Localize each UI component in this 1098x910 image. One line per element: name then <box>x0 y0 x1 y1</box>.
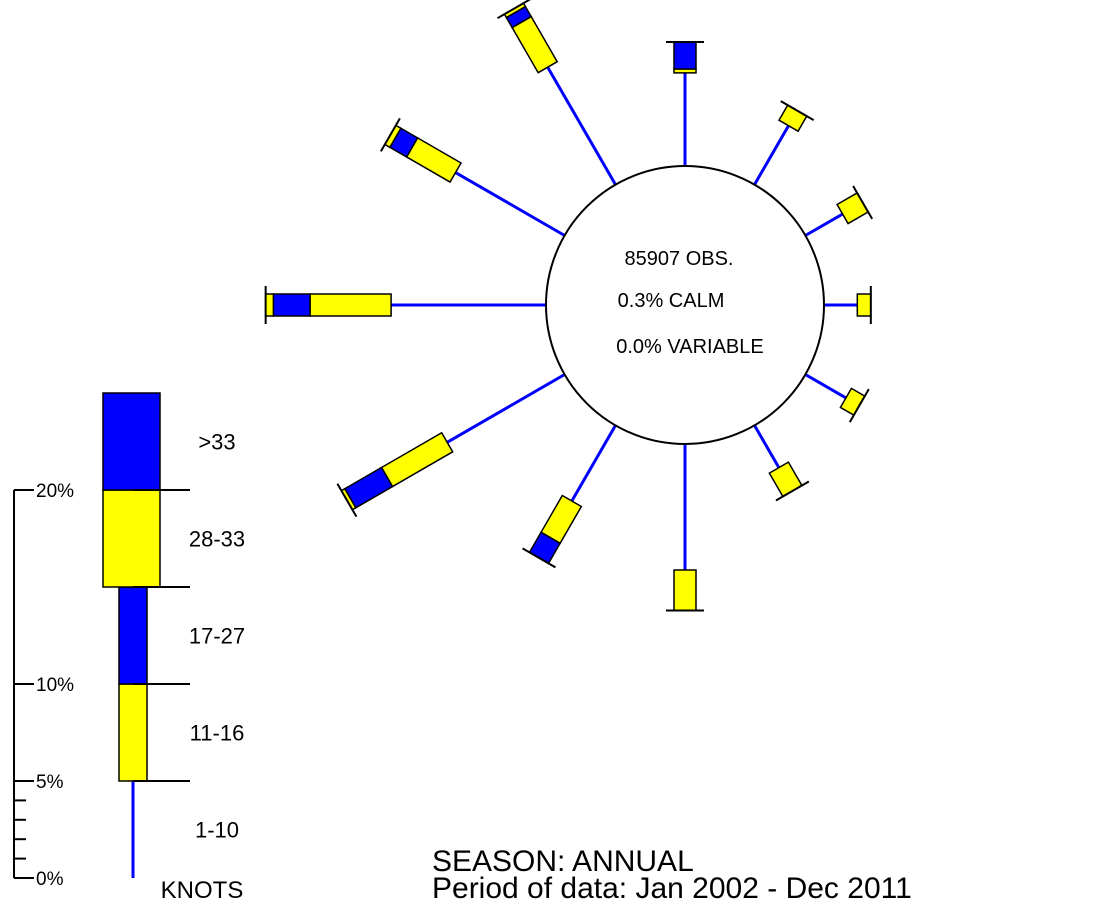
scale-label: 20% <box>36 481 74 502</box>
segment-11-16 <box>856 293 872 317</box>
center-circle <box>545 165 825 445</box>
spoke-line <box>753 124 790 186</box>
direction-180 <box>666 444 704 612</box>
spoke-line <box>454 171 566 237</box>
center-variable: 0.0% VARIABLE <box>616 336 763 358</box>
direction-210 <box>522 424 617 569</box>
scale-label: 5% <box>36 772 64 793</box>
scale-label: 10% <box>36 675 74 696</box>
legend-label->33: >33 <box>198 430 235 455</box>
direction-330 <box>496 0 617 186</box>
spoke-cap <box>496 0 531 20</box>
legend-label-17-27: 17-27 <box>189 624 245 649</box>
direction-60 <box>804 185 874 237</box>
legend-bar-17-27 <box>118 586 148 685</box>
legend-bar->33 <box>102 392 161 491</box>
percent-scale: 0% 5% 10% 20% <box>13 481 74 890</box>
direction-270 <box>264 286 546 324</box>
segment-11-16 <box>836 191 870 225</box>
spoke-line <box>446 373 566 444</box>
spoke-cap <box>848 388 870 423</box>
segment-11-16 <box>309 293 392 317</box>
segment-28-33 <box>264 293 275 317</box>
legend-label-11-16: 11-16 <box>190 721 245 746</box>
direction-90 <box>824 286 872 324</box>
direction-120 <box>804 373 870 423</box>
segment-11-16 <box>380 431 454 488</box>
legend-label-28-33: 28-33 <box>189 527 245 552</box>
segment-11-16 <box>768 461 803 498</box>
direction-spokes <box>264 0 874 612</box>
spoke-cap <box>379 117 401 152</box>
spoke-line <box>804 212 844 237</box>
segment-17-27 <box>673 41 697 70</box>
period-label: Period of data: Jan 2002 - Dec 2011 <box>432 872 912 905</box>
spoke-line <box>570 424 617 502</box>
center-observations: 85907 OBS. <box>625 248 734 270</box>
spoke-cap <box>780 100 815 122</box>
speed-legend: 1-10 11-16 17-27 28-33 >33 <box>102 392 245 878</box>
center-calm: 0.3% CALM <box>618 290 725 312</box>
direction-240 <box>336 373 566 518</box>
spoke-line <box>804 373 847 400</box>
legend-bar-11-16 <box>118 683 148 782</box>
segment-11-16 <box>673 569 697 612</box>
spoke-line <box>753 424 781 469</box>
knots-label: KNOTS <box>161 877 244 904</box>
center-circle-group: 85907 OBS. 0.3% CALM 0.0% VARIABLE <box>545 165 825 445</box>
spoke-cap <box>852 185 874 220</box>
direction-0 <box>666 40 704 166</box>
segment-17-27 <box>272 293 311 317</box>
legend-label-1-10: 1-10 <box>195 818 239 843</box>
spoke-line <box>546 66 617 186</box>
scale-label: 0% <box>36 869 64 890</box>
direction-150 <box>753 424 810 502</box>
spoke-cap <box>522 547 556 569</box>
segment-11-16 <box>405 136 463 184</box>
season-label: SEASON: ANNUAL <box>432 845 694 878</box>
direction-30 <box>753 100 815 186</box>
legend-bar-28-33 <box>102 489 161 588</box>
direction-300 <box>379 117 566 237</box>
segment-11-16 <box>511 15 559 74</box>
spoke-cap <box>775 480 810 502</box>
spoke-cap <box>336 483 358 518</box>
